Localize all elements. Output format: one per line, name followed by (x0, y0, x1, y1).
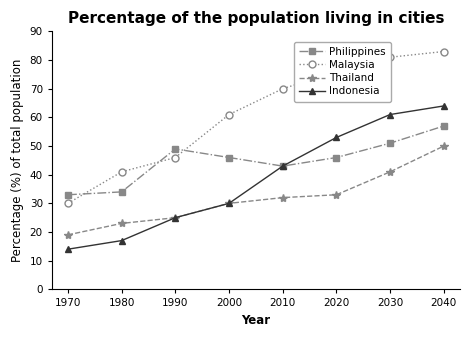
Malaysia (387, 55, 393, 59)
Malaysia (333, 70, 339, 74)
Thailand (387, 170, 393, 174)
Indonesia (226, 201, 232, 206)
Indonesia (172, 216, 178, 220)
Malaysia (280, 87, 285, 91)
Title: Percentage of the population living in cities: Percentage of the population living in c… (68, 11, 444, 26)
Thailand (226, 201, 232, 206)
Philippines (387, 141, 393, 145)
Philippines (65, 193, 71, 197)
Thailand (441, 144, 447, 148)
X-axis label: Year: Year (241, 314, 270, 327)
Philippines (119, 190, 124, 194)
Thailand (172, 216, 178, 220)
Thailand (333, 193, 339, 197)
Philippines (280, 164, 285, 168)
Thailand (280, 196, 285, 200)
Line: Thailand: Thailand (64, 142, 448, 239)
Malaysia (119, 170, 124, 174)
Philippines (441, 124, 447, 128)
Line: Philippines: Philippines (65, 123, 447, 197)
Malaysia (441, 49, 447, 53)
Indonesia (441, 104, 447, 108)
Malaysia (65, 201, 71, 206)
Indonesia (333, 136, 339, 140)
Y-axis label: Percentage (%) of total population: Percentage (%) of total population (11, 59, 24, 262)
Line: Malaysia: Malaysia (65, 48, 447, 207)
Philippines (172, 147, 178, 151)
Indonesia (65, 247, 71, 251)
Philippines (226, 155, 232, 160)
Malaysia (172, 155, 178, 160)
Malaysia (226, 113, 232, 117)
Thailand (65, 233, 71, 237)
Indonesia (119, 239, 124, 243)
Legend: Philippines, Malaysia, Thailand, Indonesia: Philippines, Malaysia, Thailand, Indones… (294, 42, 391, 102)
Indonesia (387, 113, 393, 117)
Thailand (119, 221, 124, 225)
Line: Indonesia: Indonesia (65, 102, 447, 253)
Philippines (333, 155, 339, 160)
Indonesia (280, 164, 285, 168)
